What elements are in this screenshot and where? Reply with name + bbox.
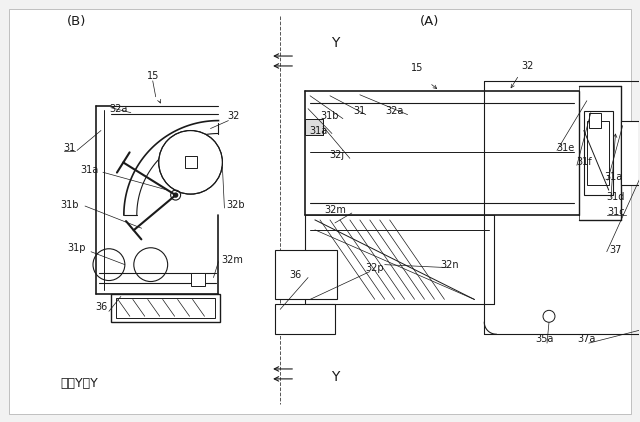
Text: 36: 36: [95, 302, 107, 312]
Bar: [587, 121, 609, 185]
Text: 31p: 31p: [67, 243, 85, 253]
Text: 32a: 32a: [109, 104, 128, 114]
Bar: [184, 157, 196, 168]
Text: 31e: 31e: [557, 143, 575, 154]
Text: 32a: 32a: [385, 106, 404, 116]
Bar: [116, 298, 216, 318]
Text: 31a: 31a: [309, 125, 327, 135]
Text: 31: 31: [354, 106, 366, 116]
Text: 36: 36: [289, 270, 301, 280]
Text: 15: 15: [412, 63, 424, 73]
Text: 31b: 31b: [321, 111, 339, 121]
Text: 31: 31: [63, 143, 76, 154]
Text: 32n: 32n: [440, 260, 459, 270]
Text: Y: Y: [331, 36, 339, 50]
Text: 32m: 32m: [221, 255, 243, 265]
Text: 37: 37: [609, 245, 622, 255]
Text: 37a: 37a: [578, 334, 596, 344]
Bar: [305, 119, 323, 135]
Bar: [584, 111, 612, 195]
Bar: [275, 250, 337, 300]
Text: 32: 32: [521, 61, 533, 71]
Text: 31d: 31d: [607, 192, 625, 202]
Text: 32: 32: [227, 111, 239, 121]
Text: 31c: 31c: [607, 207, 625, 217]
Bar: [589, 113, 601, 127]
Text: 32j: 32j: [330, 150, 344, 160]
Bar: [191, 273, 205, 287]
Bar: [275, 304, 335, 334]
Text: 31a: 31a: [80, 165, 98, 175]
Circle shape: [173, 193, 178, 197]
Text: 32p: 32p: [365, 262, 384, 273]
Text: 32m: 32m: [324, 205, 346, 215]
Text: (A): (A): [420, 15, 439, 28]
Bar: [111, 295, 220, 322]
Text: 31f: 31f: [576, 157, 591, 167]
Text: 断面Y－Y: 断面Y－Y: [60, 377, 98, 390]
Text: 15: 15: [147, 71, 159, 81]
Bar: [621, 121, 639, 185]
Text: 35a: 35a: [535, 334, 553, 344]
Text: 31b: 31b: [60, 200, 78, 210]
Text: 31a: 31a: [605, 172, 623, 182]
Circle shape: [159, 130, 223, 194]
Text: (B): (B): [67, 15, 86, 28]
Text: 32b: 32b: [226, 200, 244, 210]
Text: Y: Y: [331, 370, 339, 384]
